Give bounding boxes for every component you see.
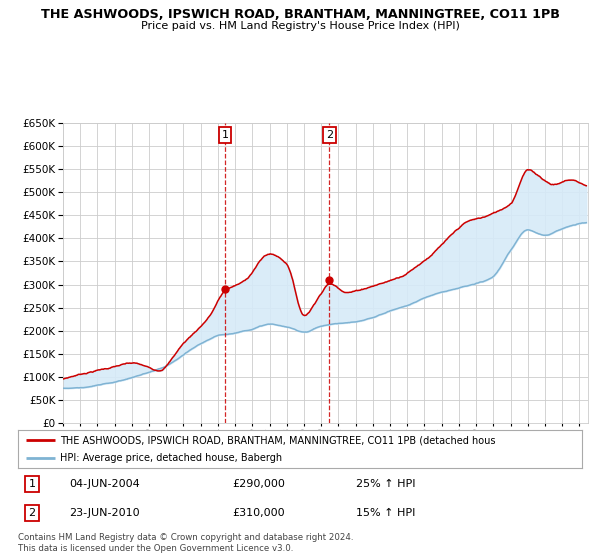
Text: This data is licensed under the Open Government Licence v3.0.: This data is licensed under the Open Gov… [18,544,293,553]
Text: 23-JUN-2010: 23-JUN-2010 [69,508,139,519]
Text: 2: 2 [29,508,35,519]
Text: 15% ↑ HPI: 15% ↑ HPI [356,508,416,519]
Text: 25% ↑ HPI: 25% ↑ HPI [356,479,416,489]
Text: £310,000: £310,000 [232,508,285,519]
Text: £290,000: £290,000 [232,479,285,489]
Text: Price paid vs. HM Land Registry's House Price Index (HPI): Price paid vs. HM Land Registry's House … [140,21,460,31]
Text: 04-JUN-2004: 04-JUN-2004 [69,479,140,489]
Text: HPI: Average price, detached house, Babergh: HPI: Average price, detached house, Babe… [60,453,283,463]
Text: 1: 1 [221,130,229,140]
Text: THE ASHWOODS, IPSWICH ROAD, BRANTHAM, MANNINGTREE, CO11 1PB: THE ASHWOODS, IPSWICH ROAD, BRANTHAM, MA… [41,8,559,21]
Text: Contains HM Land Registry data © Crown copyright and database right 2024.: Contains HM Land Registry data © Crown c… [18,533,353,542]
Text: 2: 2 [326,130,333,140]
Text: 1: 1 [29,479,35,489]
Text: THE ASHWOODS, IPSWICH ROAD, BRANTHAM, MANNINGTREE, CO11 1PB (detached hous: THE ASHWOODS, IPSWICH ROAD, BRANTHAM, MA… [60,435,496,445]
